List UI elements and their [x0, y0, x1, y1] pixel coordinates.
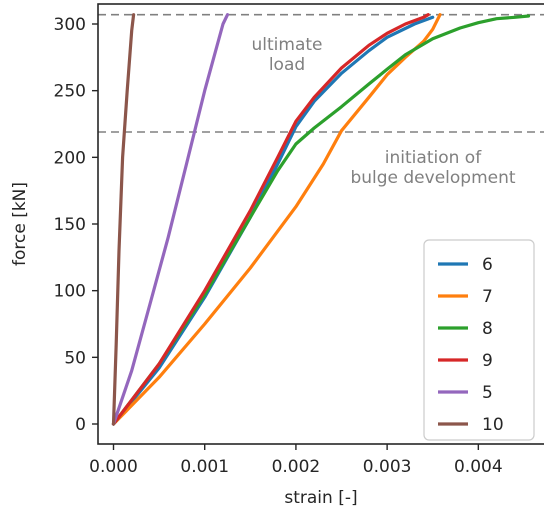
- x-tick-label: 0.003: [363, 457, 412, 477]
- legend: 6 7 8 9 5 10: [423, 239, 535, 441]
- series-line-9: [111, 13, 430, 426]
- series-layer: [111, 13, 531, 426]
- y-tick-label: 100: [54, 282, 86, 302]
- y-tick-label: 50: [64, 348, 86, 368]
- series-line-7: [111, 13, 442, 426]
- legend-label: 6: [482, 255, 493, 275]
- y-axis: 0 50 100 150 200 250 300: [54, 15, 98, 435]
- y-tick-label: 150: [54, 215, 86, 235]
- series-line-10: [111, 13, 136, 426]
- y-tick-label: 0: [75, 415, 86, 435]
- legend-box: [423, 239, 535, 441]
- legend-label: 7: [482, 287, 493, 307]
- x-axis-label: strain [-]: [284, 488, 357, 508]
- series-line-5: [111, 13, 230, 426]
- annotation-text: ultimate: [252, 35, 323, 55]
- annotation-text: initiation of: [385, 148, 482, 168]
- legend-label: 10: [482, 415, 504, 435]
- y-axis-label: force [kN]: [10, 182, 30, 266]
- annotation-text: bulge development: [350, 168, 515, 188]
- legend-label: 8: [482, 319, 493, 339]
- reference-lines: [98, 13, 544, 133]
- series-line-8: [111, 14, 531, 426]
- legend-label: 5: [482, 383, 493, 403]
- y-tick-label: 250: [54, 82, 86, 102]
- x-tick-label: 0.004: [454, 457, 503, 477]
- x-tick-label: 0.002: [272, 457, 321, 477]
- y-tick-label: 200: [54, 148, 86, 168]
- y-tick-label: 300: [54, 15, 86, 35]
- x-axis: 0.000 0.001 0.002 0.003 0.004: [89, 444, 503, 477]
- x-tick-label: 0.001: [180, 457, 229, 477]
- legend-label: 9: [482, 351, 493, 371]
- x-tick-label: 0.000: [89, 457, 138, 477]
- annotation-text: load: [269, 55, 305, 75]
